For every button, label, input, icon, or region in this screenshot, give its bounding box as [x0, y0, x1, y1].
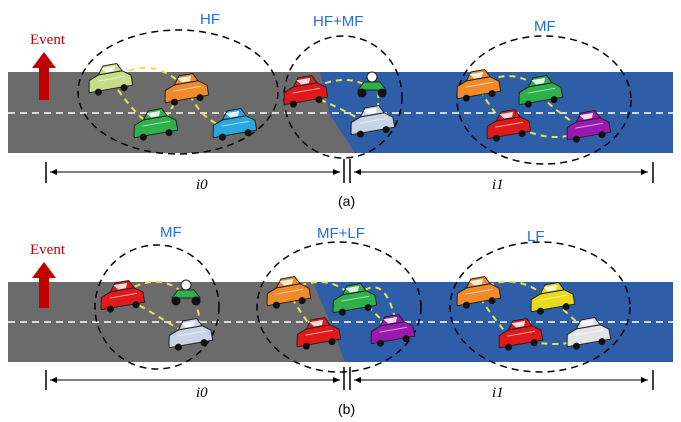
cluster-ellipse-mf-b	[94, 244, 220, 370]
car-icon	[332, 282, 378, 316]
vehicles-b	[100, 275, 612, 351]
car-icon	[566, 109, 612, 143]
car-icon	[266, 275, 312, 309]
cluster-label-a-1: HF	[200, 11, 220, 28]
panel-caption-a: (a)	[338, 193, 355, 209]
car-icon	[350, 104, 396, 138]
interval-label-b-1: i1	[492, 385, 504, 401]
event-up-arrow-icon	[32, 262, 56, 308]
cluster-ellipse-mf	[456, 35, 632, 165]
vehicles-a	[88, 62, 612, 143]
cluster-label-a-3: MF	[534, 18, 556, 35]
cluster-ellipse-lf	[449, 241, 631, 373]
car-icon	[133, 107, 179, 141]
event-arrow-a: Event	[30, 32, 66, 100]
motorbike-icon	[357, 71, 387, 98]
cluster-label-a-2: HF+MF	[313, 13, 363, 30]
link-a-3	[189, 94, 233, 129]
clusters-a: HF HF+MF MF	[77, 11, 632, 165]
car-icon	[456, 275, 502, 309]
event-up-arrow-icon	[32, 52, 56, 100]
car-icon	[498, 317, 544, 351]
link-a-11	[519, 127, 586, 139]
link-b-4	[289, 281, 356, 301]
car-icon	[486, 108, 532, 142]
cluster-ellipse-hf-mf	[283, 35, 403, 159]
event-label-b: Event	[30, 242, 66, 258]
event-arrow-b: Event	[30, 242, 66, 308]
car-icon	[164, 72, 210, 106]
car-icon	[518, 74, 564, 108]
car-icon	[296, 316, 342, 350]
link-a-6	[309, 94, 371, 126]
car-icon	[370, 313, 416, 347]
cluster-label-b-3: LF	[527, 228, 545, 245]
car-icon	[212, 107, 258, 141]
panel-a: Event HF HF+MF MF	[8, 11, 673, 209]
link-b-5	[291, 297, 319, 336]
interval-label-a-0: i0	[196, 177, 208, 193]
link-a-5	[304, 78, 371, 93]
car-icon	[100, 279, 146, 313]
link-b-11	[519, 337, 589, 345]
link-a-8	[477, 75, 541, 91]
car-icon	[168, 317, 214, 351]
panel-b: Event MF MF+LF LF	[8, 224, 673, 417]
cluster-ellipse-mf-lf	[256, 241, 422, 373]
car-icon	[530, 281, 576, 315]
cluster-ellipse-hf	[77, 29, 279, 155]
event-label-a: Event	[30, 32, 66, 48]
interval-label-b-0: i0	[196, 385, 208, 401]
clusters-b: MF MF+LF LF	[94, 224, 631, 373]
car-icon	[456, 68, 502, 102]
cluster-label-b-1: MF	[160, 224, 182, 241]
motorbike-icon	[171, 279, 201, 306]
interval-axis-b: i0 i1 (b)	[45, 367, 654, 417]
interval-axis-a: i0 i1 (a)	[45, 159, 654, 209]
link-b-7	[364, 286, 396, 319]
interval-label-a-1: i1	[492, 177, 504, 193]
panel-caption-b: (b)	[338, 401, 355, 417]
car-icon	[566, 316, 612, 350]
cluster-label-b-2: MF+LF	[317, 225, 365, 242]
car-icon	[88, 62, 134, 96]
link-b-2	[129, 299, 189, 336]
car-icon	[283, 74, 329, 108]
